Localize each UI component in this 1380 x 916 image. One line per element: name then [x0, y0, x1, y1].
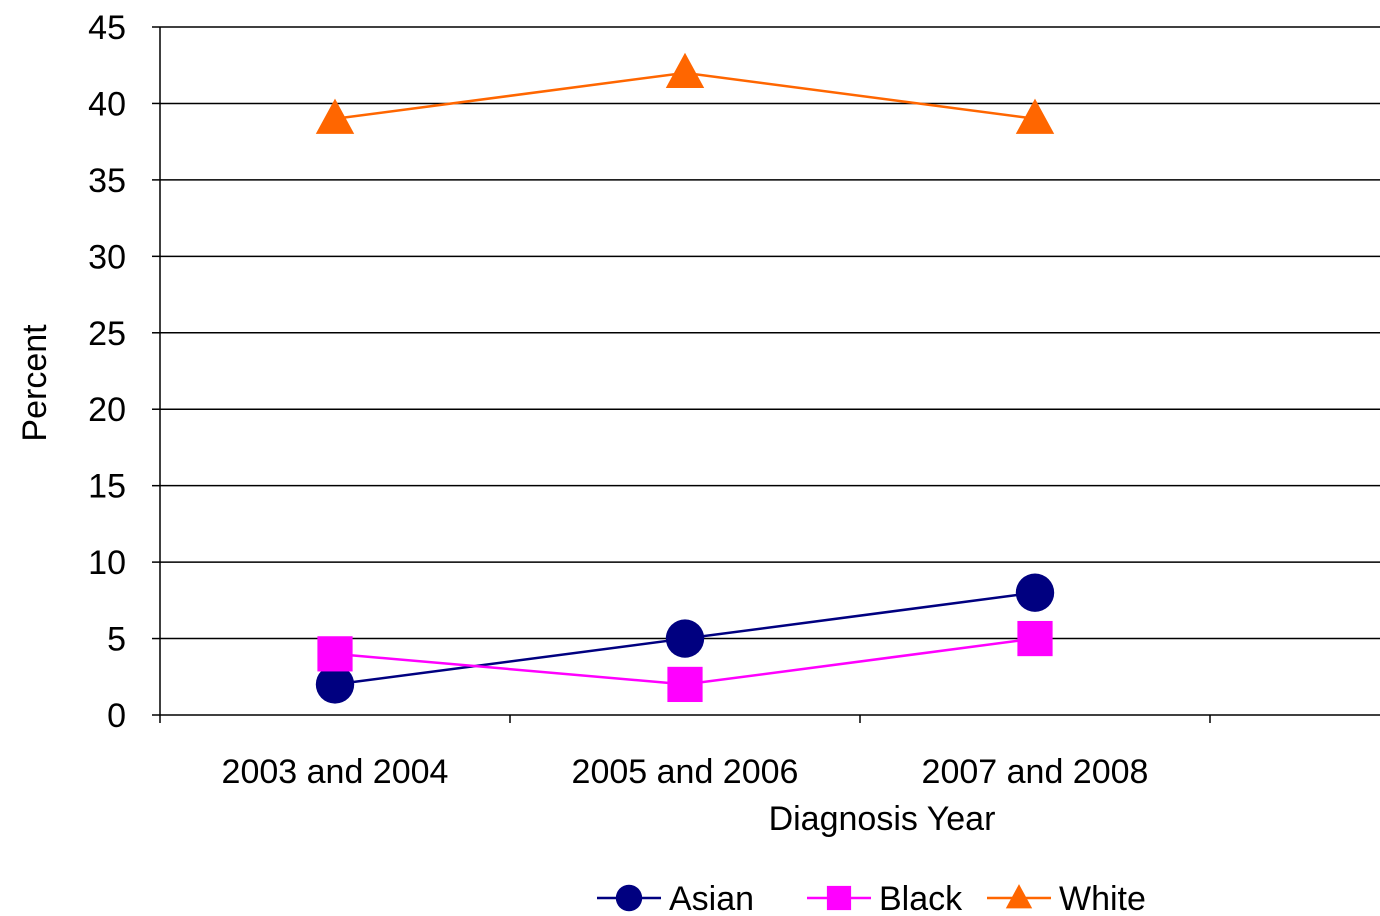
- data-point-asian-2: [665, 619, 705, 658]
- x-tick-labels: 2003 and 2004 2005 and 2006 2007 and 2008: [222, 753, 1149, 791]
- y-tick-label-40: 40: [88, 85, 126, 123]
- gridlines: [160, 26, 1380, 640]
- legend-marker-asian: [615, 884, 643, 912]
- legend: Asian Black White: [597, 880, 1146, 916]
- y-tick-label-0: 0: [107, 697, 126, 735]
- data-point-white-2: [665, 52, 705, 88]
- y-tick-label-25: 25: [88, 315, 126, 353]
- data-point-white-3: [1015, 98, 1055, 134]
- y-tick-label-15: 15: [88, 468, 126, 506]
- legend-marker-black: [826, 885, 852, 911]
- y-tick-labels: 0 5 10 15 20 25 30 35 40 45: [88, 9, 126, 735]
- y-axis-title: Percent: [16, 324, 54, 442]
- y-tick-label-45: 45: [88, 9, 126, 47]
- legend-marker-white: [1005, 884, 1033, 909]
- data-point-black-2: [667, 666, 703, 703]
- legend-label-asian: Asian: [669, 880, 754, 916]
- data-point-black-1: [317, 636, 353, 672]
- x-axis-title: Diagnosis Year: [769, 800, 996, 838]
- series-group: [315, 52, 1055, 704]
- data-point-asian-1: [315, 665, 355, 704]
- y-tick-label-5: 5: [107, 621, 126, 659]
- y-tick-label-10: 10: [88, 544, 126, 582]
- data-point-asian-3: [1015, 573, 1055, 612]
- legend-label-black: Black: [879, 880, 963, 916]
- data-point-black-3: [1017, 620, 1053, 657]
- y-tick-label-20: 20: [88, 391, 126, 429]
- x-tick-label-2: 2005 and 2006: [572, 753, 799, 791]
- data-point-white-1: [315, 98, 355, 134]
- x-tick-label-3: 2007 and 2008: [922, 753, 1149, 791]
- y-tick-label-35: 35: [88, 162, 126, 200]
- y-tick-label-30: 30: [88, 238, 126, 276]
- axes: [152, 26, 1380, 723]
- x-tick-label-1: 2003 and 2004: [222, 753, 449, 791]
- legend-label-white: White: [1059, 880, 1146, 916]
